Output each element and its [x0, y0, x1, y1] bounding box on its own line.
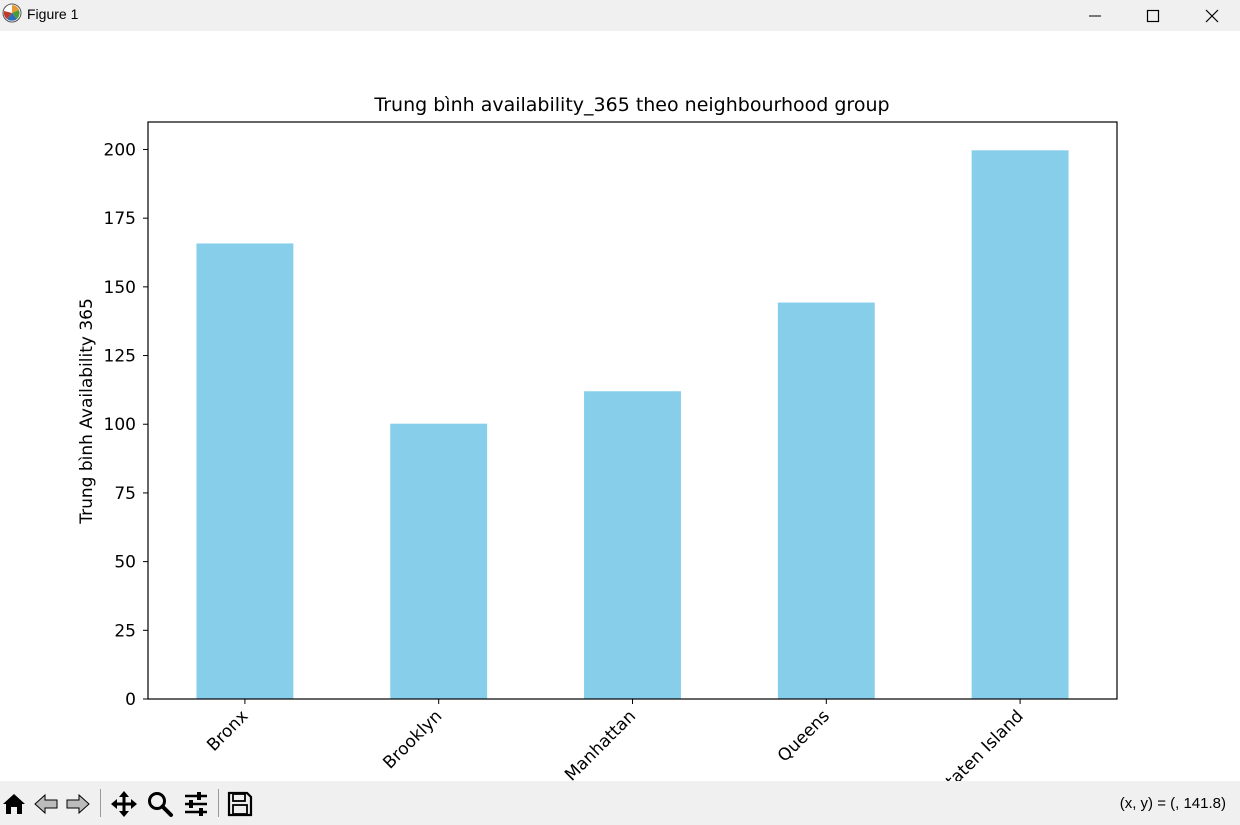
x-tick-label: Bronx	[203, 706, 252, 755]
y-tick-label: 200	[104, 140, 136, 160]
window-title-bar: Figure 1	[0, 0, 1240, 31]
configure-subplots-icon	[185, 792, 207, 816]
save-button[interactable]	[226, 790, 254, 818]
pan-move-icon	[111, 791, 137, 817]
y-tick-label: 50	[114, 553, 136, 573]
y-tick-label: 125	[104, 347, 136, 367]
bar-bronx	[196, 243, 294, 699]
zoom-magnifier-icon	[148, 792, 173, 817]
navigation-toolbar: (x, y) = (, 141.8)	[0, 781, 1240, 825]
y-axis-label: Trung bình Availability 365	[77, 298, 97, 525]
maximize-icon	[1146, 9, 1160, 22]
bar-brooklyn	[390, 423, 488, 699]
close-icon	[1205, 9, 1219, 22]
minimize-button[interactable]	[1067, 0, 1123, 31]
zoom-button[interactable]	[146, 790, 174, 818]
y-tick-label: 75	[114, 484, 136, 504]
toolbar-separator	[100, 789, 101, 817]
y-tick-label: 0	[125, 690, 136, 710]
forward-arrow-icon	[66, 793, 90, 815]
bar-queens	[777, 302, 875, 699]
figure-canvas[interactable]: Trung bình availability_365 theo neighbo…	[0, 31, 1240, 781]
cursor-coordinates: (x, y) = (, 141.8)	[1119, 795, 1226, 812]
maximize-button[interactable]	[1125, 0, 1181, 31]
y-tick-label: 175	[104, 209, 136, 229]
y-tick-label: 150	[104, 278, 136, 298]
forward-button[interactable]	[64, 790, 92, 818]
bar-staten-island	[971, 150, 1069, 699]
close-button[interactable]	[1184, 0, 1240, 31]
bar-chart: Trung bình availability_365 theo neighbo…	[77, 94, 1118, 781]
configure-subplots-button[interactable]	[182, 790, 210, 818]
y-tick-label: 100	[104, 415, 136, 435]
x-tick-label: Manhattan	[561, 706, 640, 781]
pan-button[interactable]	[110, 790, 138, 818]
window-title: Figure 1	[27, 6, 79, 22]
home-icon	[3, 794, 25, 814]
save-floppy-icon	[227, 791, 253, 817]
back-button[interactable]	[32, 790, 60, 818]
x-tick-label: Queens	[774, 706, 834, 766]
toolbar-separator	[218, 789, 219, 817]
back-arrow-icon	[34, 793, 58, 815]
bar-manhattan	[584, 391, 681, 699]
minimize-icon	[1089, 15, 1101, 16]
x-tick-label: Staten Island	[934, 706, 1027, 781]
y-tick-label: 25	[114, 621, 136, 641]
chart-title: Trung bình availability_365 theo neighbo…	[373, 94, 889, 116]
matplotlib-logo-icon	[2, 3, 22, 23]
home-button[interactable]	[0, 790, 28, 818]
x-tick-label: Brooklyn	[379, 706, 446, 773]
